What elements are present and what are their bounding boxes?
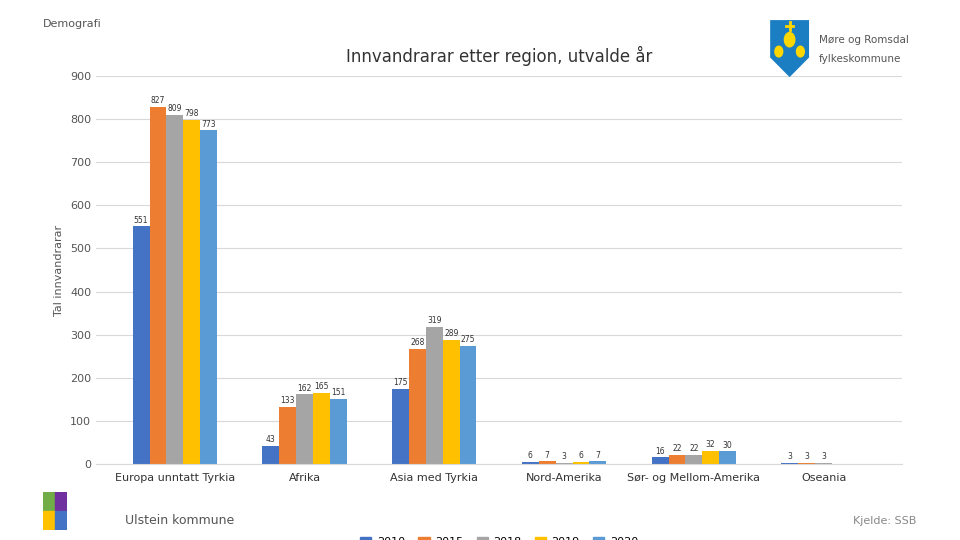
Text: Ulstein kommune: Ulstein kommune <box>125 514 234 526</box>
Text: Kjelde: SSB: Kjelde: SSB <box>853 516 917 526</box>
Bar <box>556 463 572 464</box>
Bar <box>539 461 556 464</box>
Circle shape <box>797 46 804 57</box>
Text: 773: 773 <box>202 120 216 129</box>
Text: 3: 3 <box>821 453 826 461</box>
Bar <box>330 399 347 464</box>
Text: 22: 22 <box>672 444 682 453</box>
Text: 6: 6 <box>579 451 584 460</box>
Text: 7: 7 <box>544 451 550 460</box>
Bar <box>589 461 607 464</box>
Bar <box>43 511 56 530</box>
Bar <box>668 455 685 464</box>
Text: 43: 43 <box>266 435 276 444</box>
Text: 32: 32 <box>706 440 715 449</box>
Bar <box>313 393 330 464</box>
Bar <box>409 349 426 464</box>
Text: 3: 3 <box>804 453 809 461</box>
Text: fylkeskommune: fylkeskommune <box>819 54 901 64</box>
Text: 3: 3 <box>562 453 566 461</box>
Text: 798: 798 <box>184 109 199 118</box>
Bar <box>652 457 668 464</box>
Circle shape <box>784 32 795 47</box>
Bar <box>200 131 217 464</box>
Bar <box>166 115 183 464</box>
Bar <box>150 107 166 464</box>
Text: 151: 151 <box>331 388 346 397</box>
Bar <box>183 120 200 464</box>
Text: 809: 809 <box>168 104 182 113</box>
Text: 175: 175 <box>394 378 408 387</box>
Circle shape <box>775 46 782 57</box>
Text: 165: 165 <box>314 382 328 392</box>
Bar <box>719 451 736 464</box>
Legend: 2010, 2015, 2018, 2019, 2020: 2010, 2015, 2018, 2019, 2020 <box>356 532 642 540</box>
Text: 162: 162 <box>298 384 312 393</box>
Bar <box>132 226 150 464</box>
Bar <box>460 346 476 464</box>
Bar <box>703 450 719 464</box>
Bar <box>685 455 703 464</box>
Bar <box>43 492 56 511</box>
Bar <box>781 463 799 464</box>
Text: 6: 6 <box>528 451 533 460</box>
Bar <box>296 394 313 464</box>
Bar <box>799 463 815 464</box>
Text: 289: 289 <box>444 329 458 338</box>
Bar <box>443 340 460 464</box>
Text: 22: 22 <box>689 444 699 453</box>
Bar <box>522 462 539 464</box>
Bar <box>392 389 409 464</box>
Text: 133: 133 <box>280 396 295 405</box>
Bar <box>262 446 279 464</box>
Text: 268: 268 <box>410 338 424 347</box>
Text: 30: 30 <box>723 441 732 450</box>
Text: 827: 827 <box>151 97 165 105</box>
Bar <box>56 511 67 530</box>
Bar <box>426 327 443 464</box>
Title: Innvandrarar etter region, utvalde år: Innvandrarar etter region, utvalde år <box>346 46 653 66</box>
Text: Demografi: Demografi <box>43 19 102 29</box>
PathPatch shape <box>770 20 809 77</box>
Text: 3: 3 <box>787 453 792 461</box>
Bar <box>572 462 589 464</box>
Y-axis label: Tal innvandrarar: Tal innvandrarar <box>55 225 64 315</box>
Bar <box>279 407 296 464</box>
Text: Møre og Romsdal: Møre og Romsdal <box>819 35 909 45</box>
Bar <box>56 492 67 511</box>
Text: 551: 551 <box>133 215 149 225</box>
Text: 319: 319 <box>427 316 442 325</box>
Text: 7: 7 <box>595 451 600 460</box>
Bar <box>815 463 832 464</box>
Text: 16: 16 <box>656 447 665 456</box>
Text: 275: 275 <box>461 335 475 344</box>
